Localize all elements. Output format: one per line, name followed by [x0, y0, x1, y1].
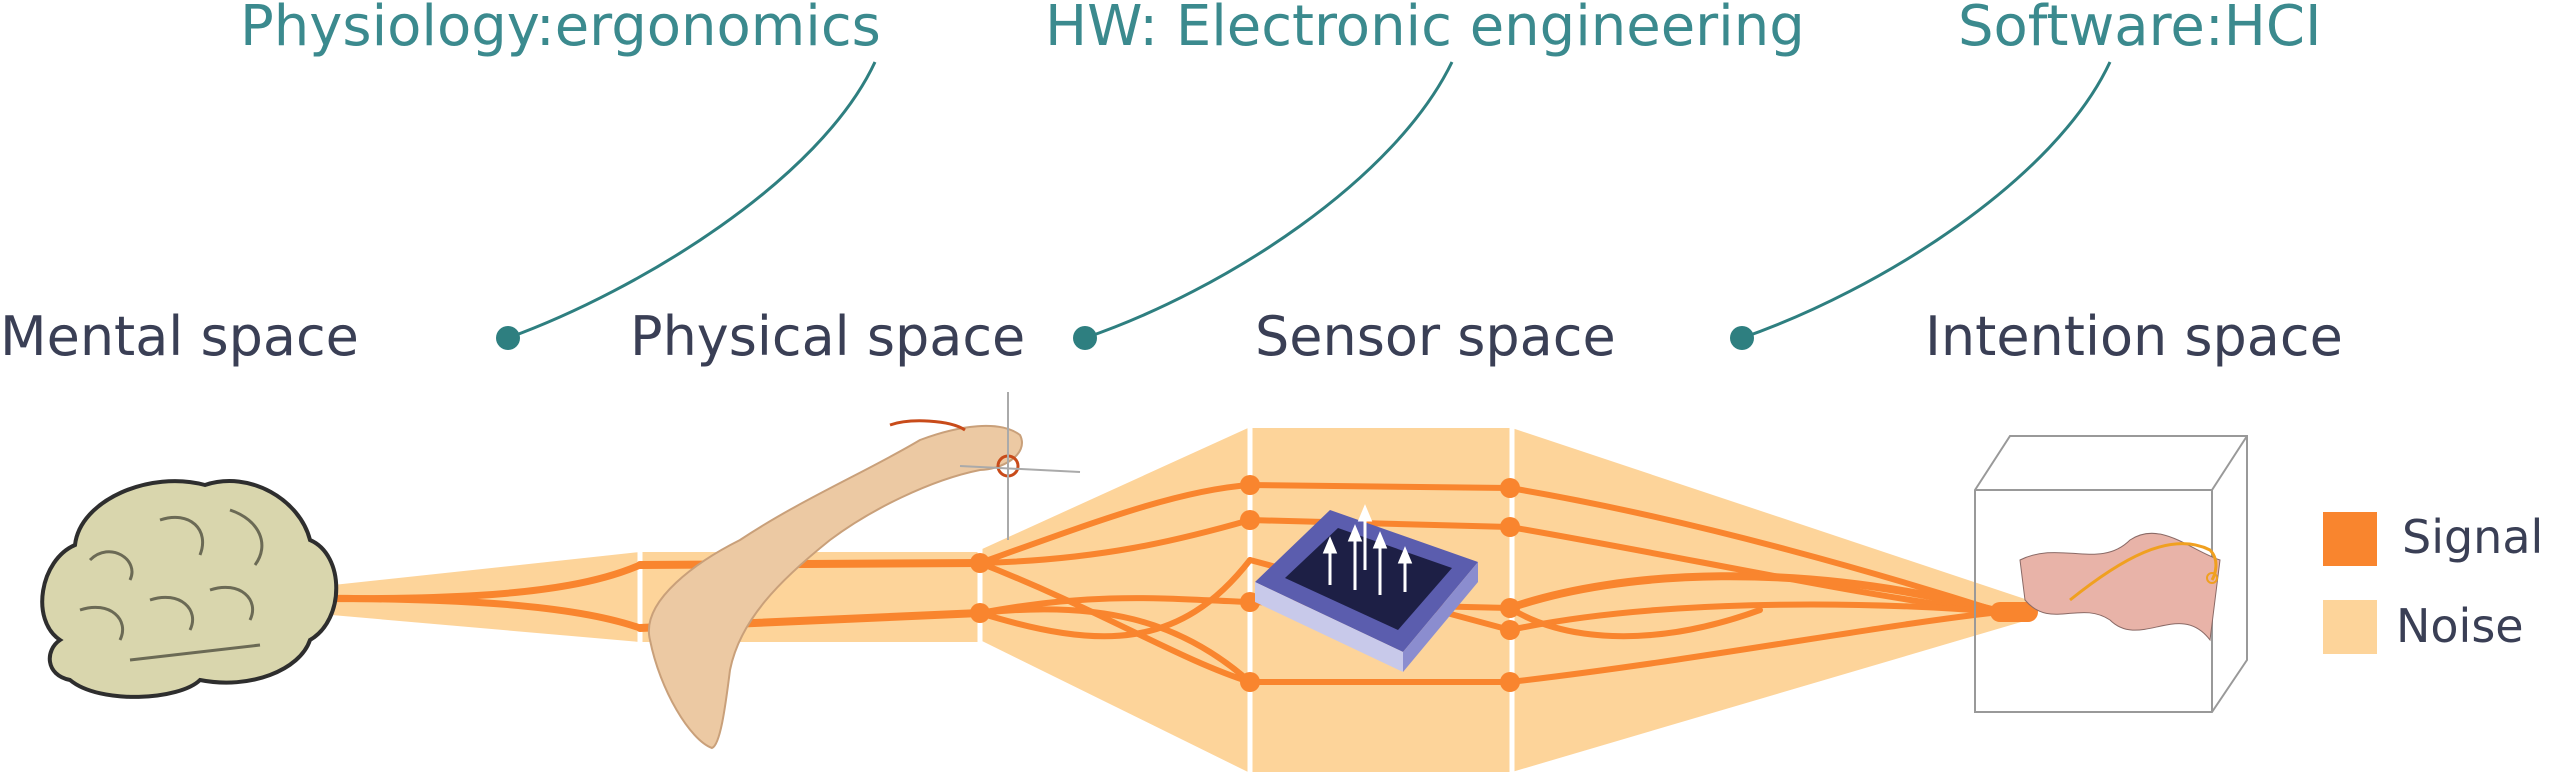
- legend-noise-swatch: [2323, 600, 2377, 654]
- software-connector-dot: [1730, 326, 1754, 350]
- arm-icon: [647, 392, 1081, 750]
- space-label-physical: Physical space: [630, 305, 1025, 368]
- legend-noise-label: Noise: [2396, 599, 2524, 653]
- signal-nodes: [970, 475, 1520, 692]
- legend-signal-swatch: [2323, 512, 2377, 566]
- sensor-chip-icon: [1255, 504, 1478, 672]
- legend-signal-label: Signal: [2402, 510, 2543, 564]
- 3d-surface-plot-icon: [1974, 435, 2248, 713]
- hardware-connector-line: [1084, 61, 1454, 340]
- discipline-label-software: Software:HCI: [1958, 0, 2321, 59]
- space-label-mental: Mental space: [0, 305, 359, 368]
- physiology-connector-dot: [496, 326, 520, 350]
- hardware-connector-dot: [1073, 326, 1097, 350]
- brain-icon: [40, 479, 339, 699]
- space-label-intention: Intention space: [1925, 305, 2343, 368]
- discipline-label-hardware: HW: Electronic engineering: [1045, 0, 1805, 59]
- physiology-connector-line: [507, 61, 877, 340]
- software-connector-line: [1741, 61, 2112, 340]
- discipline-label-physiology: Physiology:ergonomics: [240, 0, 881, 59]
- space-label-sensor: Sensor space: [1255, 305, 1616, 368]
